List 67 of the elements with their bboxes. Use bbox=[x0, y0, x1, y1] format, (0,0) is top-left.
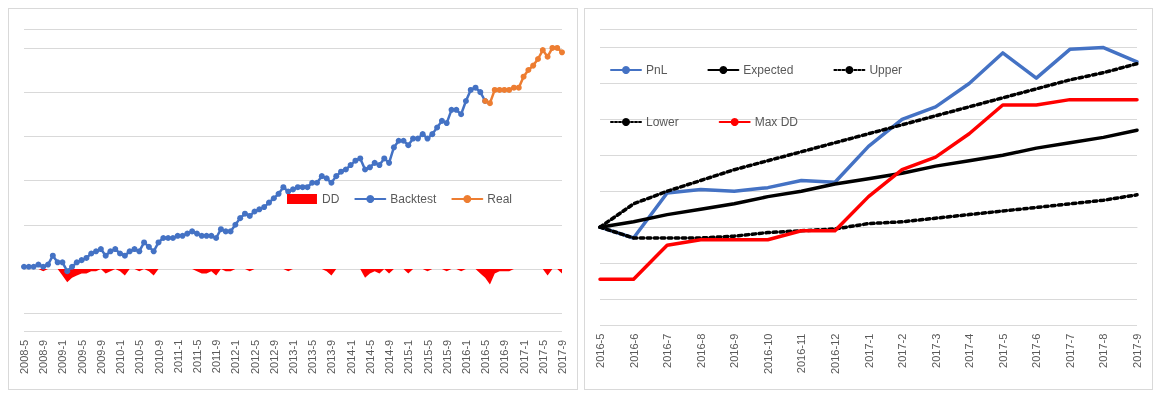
x-tick-label: 2011-5 bbox=[190, 339, 203, 374]
point bbox=[544, 53, 551, 60]
x-tick-label: 2013-9 bbox=[325, 339, 338, 375]
x-tick-label: 2016-10 bbox=[761, 333, 774, 375]
x-tick-label: 2012-5 bbox=[248, 339, 261, 375]
x-tick-label: 2016-7 bbox=[661, 333, 674, 368]
x-tick-label: 2015-5 bbox=[421, 339, 434, 375]
x-tick-label: 2016-9 bbox=[498, 339, 511, 375]
x-tick-label: 2016-5 bbox=[594, 333, 606, 368]
x-tick-label: 2016-9 bbox=[728, 333, 741, 368]
x-tick-label: 2016-12 bbox=[828, 333, 841, 375]
legend-label: Upper bbox=[869, 63, 903, 77]
point bbox=[525, 67, 532, 74]
x-tick-label: 2017-9 bbox=[556, 339, 568, 375]
x-tick-label: 2016-1 bbox=[459, 339, 472, 375]
point bbox=[486, 100, 493, 107]
x-tick-label: 2009-1 bbox=[56, 339, 69, 375]
legend-label: Expected bbox=[743, 63, 794, 77]
x-tick-label: 2012-1 bbox=[229, 339, 242, 375]
point bbox=[534, 55, 541, 62]
point bbox=[559, 49, 565, 56]
x-tick-label: 2009-5 bbox=[75, 339, 88, 375]
x-tick-label: 2017-3 bbox=[929, 333, 942, 368]
legend-label: DD bbox=[321, 192, 340, 206]
x-tick-label: 2014-5 bbox=[363, 339, 376, 375]
legend-label: Max DD bbox=[754, 115, 799, 129]
legend-label: PnL bbox=[646, 63, 668, 77]
x-tick-label: 2009-9 bbox=[94, 339, 107, 375]
x-tick-label: 2016-5 bbox=[479, 339, 492, 375]
x-tick-label: 2013-5 bbox=[306, 339, 319, 375]
x-tick-label: 2014-1 bbox=[344, 339, 357, 375]
x-tick-label: 2011-9 bbox=[210, 339, 223, 374]
x-tick-label: 2016-11 bbox=[795, 333, 808, 374]
point bbox=[501, 86, 508, 93]
point bbox=[539, 47, 546, 54]
x-tick-label: 2017-5 bbox=[996, 333, 1009, 368]
legend-label: Lower bbox=[646, 115, 679, 129]
point bbox=[520, 73, 527, 80]
legend-label: Real bbox=[487, 192, 513, 206]
x-tick-label: 2014-9 bbox=[383, 339, 396, 375]
x-tick-label: 2010-1 bbox=[114, 339, 127, 375]
x-tick-label: 2008-5 bbox=[18, 339, 30, 375]
point bbox=[554, 44, 561, 51]
point bbox=[530, 62, 537, 69]
x-tick-label: 2017-6 bbox=[1030, 333, 1043, 368]
x-tick-label: 2008-9 bbox=[37, 339, 50, 375]
x-tick-label: 2010-9 bbox=[152, 339, 165, 375]
x-tick-label: 2017-7 bbox=[1063, 333, 1076, 368]
x-tick-label: 2017-5 bbox=[536, 339, 549, 375]
x-tick-label: 2017-2 bbox=[896, 333, 909, 368]
x-tick-label: 2015-9 bbox=[440, 339, 453, 375]
x-tick-label: 2016-6 bbox=[627, 333, 640, 368]
x-tick-label: 2012-9 bbox=[267, 339, 280, 375]
x-tick-label: 2015-1 bbox=[402, 339, 415, 375]
point bbox=[491, 86, 498, 93]
x-tick-label: 2017-1 bbox=[862, 333, 875, 368]
x-tick-label: 2017-9 bbox=[1131, 333, 1143, 368]
point bbox=[515, 84, 522, 91]
point bbox=[506, 86, 513, 93]
x-tick-label: 2010-5 bbox=[133, 339, 146, 375]
x-tick-label: 2017-8 bbox=[1097, 333, 1110, 368]
x-tick-label: 2013-1 bbox=[287, 339, 299, 375]
legend-label: Backtest bbox=[390, 192, 437, 206]
x-tick-label: 2016-8 bbox=[694, 333, 707, 368]
x-tick-label: 2011-1 bbox=[171, 339, 184, 374]
x-tick-label: 2017-4 bbox=[963, 333, 976, 368]
x-tick-label: 2017-1 bbox=[517, 339, 530, 375]
